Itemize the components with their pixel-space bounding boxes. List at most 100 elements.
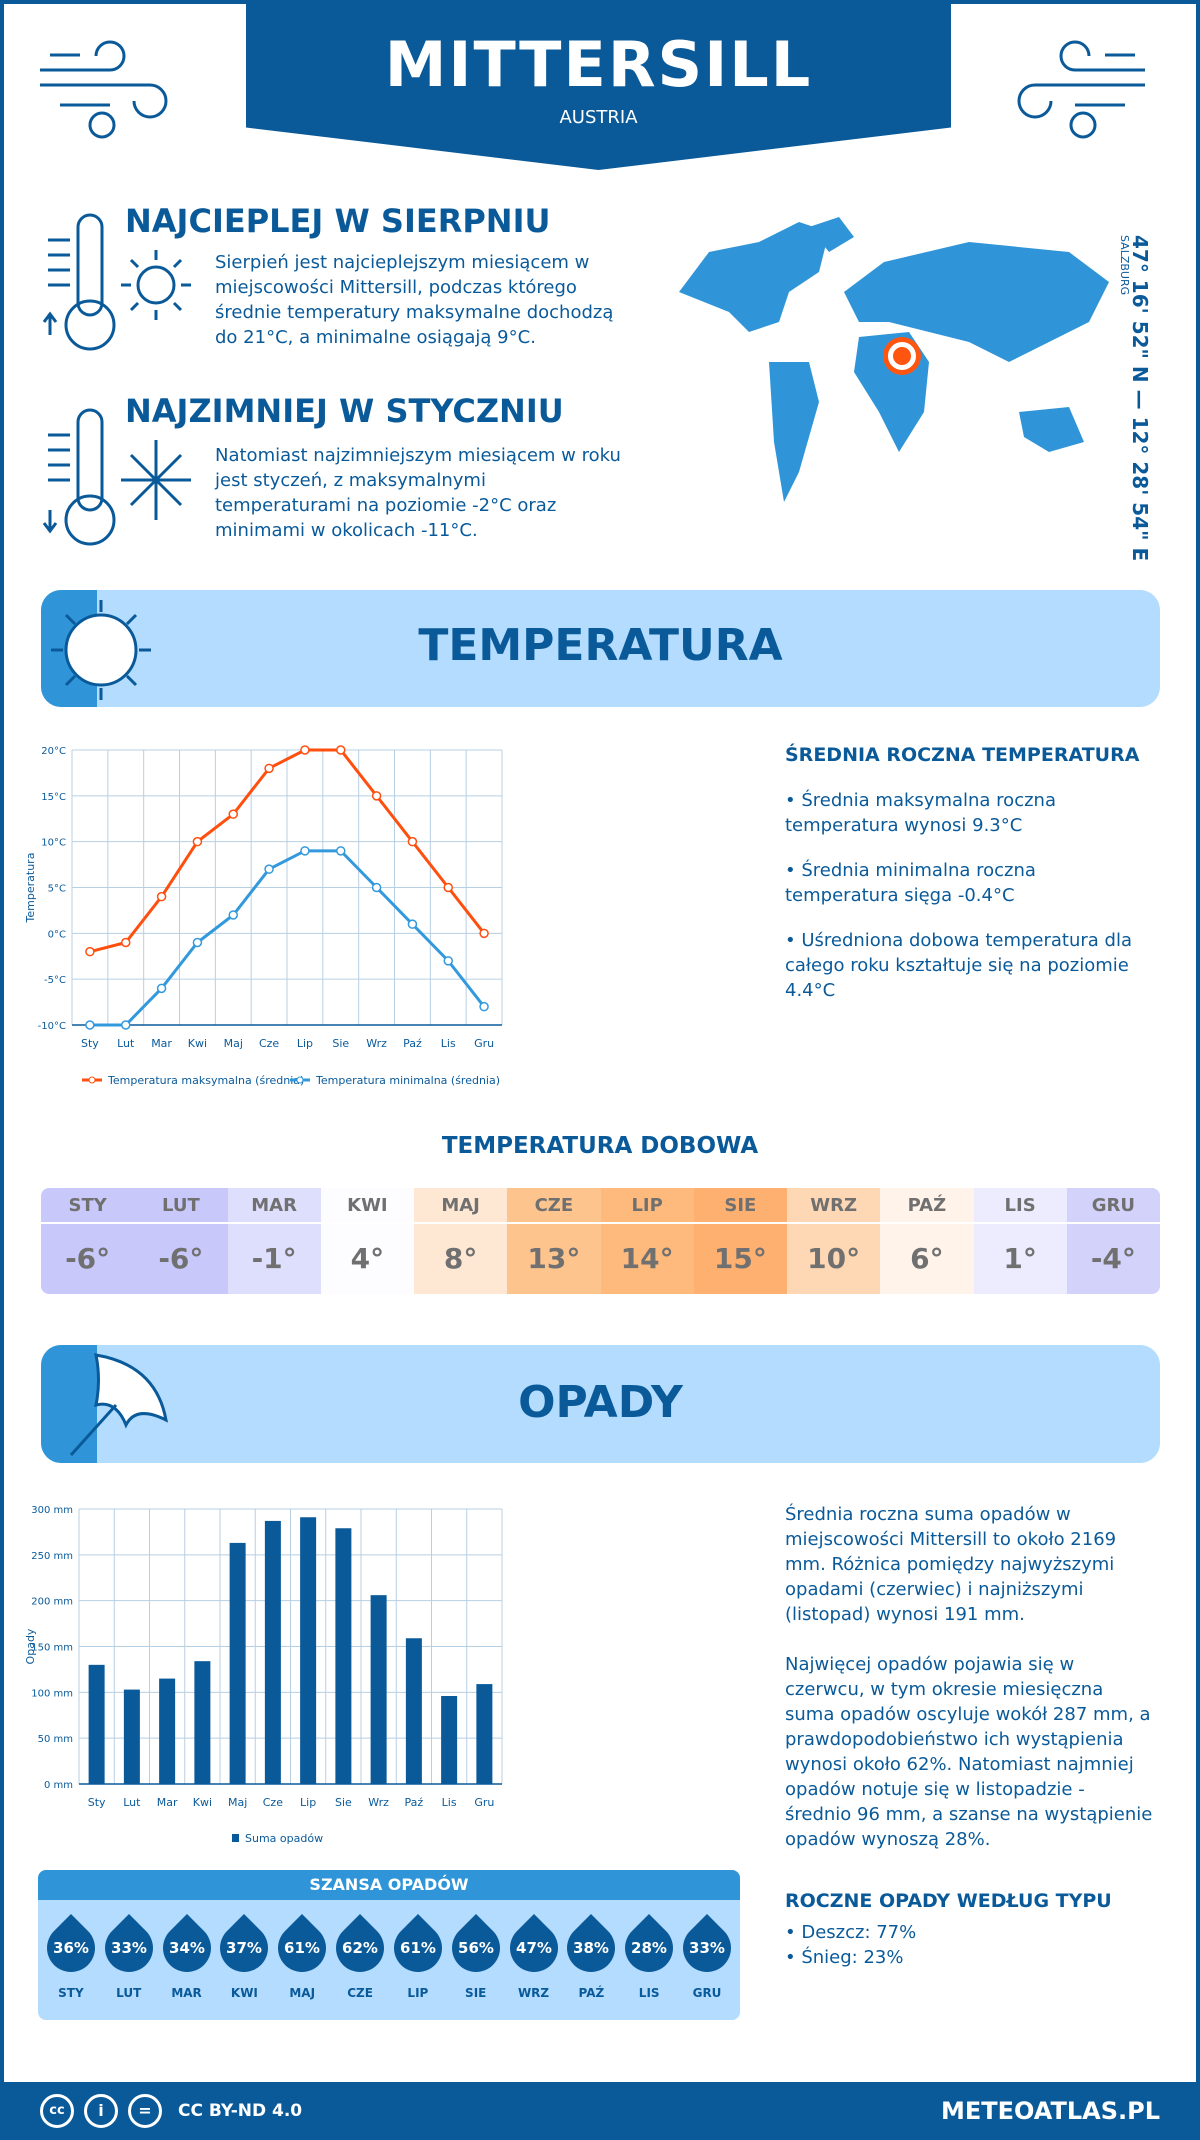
precip-text-2: Najwięcej opadów pojawia się w czerwcu, … bbox=[785, 1654, 1153, 1850]
bar bbox=[264, 1520, 281, 1784]
country-label: AUSTRIA bbox=[559, 107, 638, 128]
data-point bbox=[300, 846, 310, 856]
month-label: STY bbox=[41, 1188, 135, 1224]
bar bbox=[335, 1528, 352, 1784]
temp-bullet: • Średnia maksymalna roczna temperatura … bbox=[785, 790, 1056, 836]
raindrop-icon: 36% bbox=[38, 1914, 105, 1982]
data-point bbox=[85, 946, 95, 957]
cold-title: NAJZIMNIEJ W STYCZNIU bbox=[125, 392, 564, 430]
chance-value: 56% bbox=[457, 1939, 494, 1957]
x-tick-label: Kwi bbox=[188, 1037, 207, 1050]
month-label: STY bbox=[58, 1986, 84, 2000]
y-tick-label: 15°C bbox=[41, 792, 66, 803]
raindrop-icon: 37% bbox=[210, 1914, 279, 1982]
precip-chance-item: 56% SIE bbox=[441, 1910, 510, 2000]
data-point bbox=[264, 763, 274, 774]
temp-bullet: • Średnia minimalna roczna temperatura s… bbox=[785, 860, 1036, 906]
location-marker bbox=[888, 342, 916, 370]
precip-chance-item: 47% WRZ bbox=[499, 1910, 568, 2000]
data-point bbox=[192, 937, 203, 948]
month-label: SIE bbox=[693, 1188, 787, 1224]
temp-value: -1° bbox=[251, 1242, 297, 1275]
precip-chance-item: 61% LIP bbox=[383, 1910, 452, 2000]
y-tick-label: 150 mm bbox=[31, 1643, 73, 1654]
daily-temp-cell: SIE 15° bbox=[693, 1188, 787, 1294]
cold-text: Natomiast najzimniejszym miesiącem w rok… bbox=[215, 445, 621, 541]
temp-bullet: • Uśredniona dobowa temperatura dla całe… bbox=[785, 930, 1133, 1001]
chance-value: 62% bbox=[342, 1939, 378, 1957]
y-tick-label: 300 mm bbox=[31, 1505, 73, 1516]
temperature-chart: -10°C -5°C 0°C 5°C 10°C 15°C 20°C Sty Lut Mar Kwi M… bbox=[24, 745, 503, 1087]
month-label: PAŹ bbox=[578, 1986, 605, 2000]
legend-marker bbox=[296, 1076, 304, 1084]
precip-chance-panel: SZANSA OPADÓW 36% STY 33% LUT 34% MAR 37% KWI 61… bbox=[38, 1870, 740, 2020]
chance-value: 36% bbox=[52, 1939, 89, 1957]
chance-value: 33% bbox=[689, 1939, 725, 1957]
world-map bbox=[679, 217, 1109, 502]
raindrop-icon: 62% bbox=[326, 1914, 394, 1982]
precip-chance-item: 61% MAJ bbox=[268, 1910, 337, 2000]
month-label: WRZ bbox=[787, 1188, 881, 1224]
daily-temp-cell: STY -6° bbox=[41, 1188, 135, 1294]
chance-value: 28% bbox=[631, 1939, 668, 1957]
bar bbox=[88, 1664, 105, 1784]
raindrop-icon: 34% bbox=[152, 1914, 221, 1982]
month-label: LIS bbox=[638, 1986, 660, 2000]
data-point bbox=[336, 745, 346, 755]
bar bbox=[159, 1678, 176, 1784]
temperature-title: TEMPERATURA bbox=[418, 620, 783, 671]
x-tick-label: Cze bbox=[259, 1037, 279, 1050]
series-line bbox=[89, 748, 486, 954]
x-tick-label: Lip bbox=[297, 1037, 313, 1050]
daily-temp-cell: MAR -1° bbox=[227, 1188, 321, 1294]
wind-icon-left bbox=[40, 40, 168, 139]
data-point bbox=[407, 919, 418, 929]
hot-title: NAJCIEPLEJ W SIERPNIU bbox=[125, 202, 551, 240]
x-tick-label: Kwi bbox=[193, 1796, 212, 1809]
temp-value: 13° bbox=[527, 1242, 581, 1275]
precip-chance-item: 28% LIS bbox=[615, 1910, 684, 2000]
site-link[interactable]: METEOATLAS.PL bbox=[940, 2097, 1160, 2125]
bar bbox=[194, 1661, 211, 1784]
month-label: PAŹ bbox=[880, 1188, 974, 1224]
bar bbox=[476, 1684, 493, 1784]
temperature-summary: ŚREDNIA ROCZNA TEMPERATURA • Średnia mak… bbox=[785, 744, 1155, 1003]
x-tick-label: Sty bbox=[81, 1037, 99, 1050]
daily-temp-cell: WRZ 10° bbox=[787, 1188, 881, 1294]
daily-temp-cell: LUT -6° bbox=[134, 1188, 228, 1294]
daily-temp-cell: CZE 13° bbox=[507, 1188, 601, 1294]
chance-value: 34% bbox=[168, 1939, 205, 1957]
x-tick-label: Mar bbox=[157, 1796, 178, 1809]
x-tick-label: Maj bbox=[228, 1796, 247, 1809]
x-tick-label: Lut bbox=[123, 1796, 141, 1809]
coordinates: 47° 16' 52" N — 12° 28' 54" E bbox=[1128, 235, 1152, 562]
bar bbox=[405, 1638, 422, 1784]
temp-value: -4° bbox=[1090, 1242, 1136, 1275]
data-point bbox=[264, 864, 274, 874]
daily-temp-table: STY -6° LUT -6° MAR -1° KWI 4° MAJ 8° CZE 13° LIP 14°… bbox=[41, 1188, 1160, 1294]
precip-chance-item: 34% MAR bbox=[152, 1910, 221, 2000]
precip-type: ROCZNE OPADY WEDŁUG TYPU • Deszcz: 77% •… bbox=[785, 1890, 1112, 1970]
daily-temp-cell: LIS 1° bbox=[973, 1188, 1067, 1294]
precip-chance-title: SZANSA OPADÓW bbox=[38, 1870, 740, 1900]
chance-value: 33% bbox=[110, 1939, 147, 1957]
precip-type-snow: • Śnieg: 23% bbox=[785, 1947, 904, 1968]
x-tick-label: Lis bbox=[441, 1037, 456, 1050]
month-label: CZE bbox=[507, 1188, 601, 1224]
temp-value: 6° bbox=[910, 1242, 944, 1275]
chance-value: 47% bbox=[515, 1939, 552, 1957]
legend-label: Temperatura maksymalna (średnia) bbox=[107, 1074, 304, 1087]
precip-chance-item: 37% KWI bbox=[210, 1910, 279, 2000]
sun-icon-graphic bbox=[51, 600, 151, 700]
x-tick-label: Lip bbox=[300, 1796, 316, 1809]
precip-chance-item: 33% GRU bbox=[673, 1910, 740, 2000]
data-point bbox=[443, 956, 453, 966]
temperature-banner: TEMPERATURA bbox=[41, 590, 1160, 707]
data-point bbox=[192, 836, 203, 847]
precip-chance-item: 38% PAŹ bbox=[557, 1910, 626, 2000]
raindrop-icon: 28% bbox=[615, 1914, 684, 1982]
bar bbox=[123, 1689, 140, 1784]
temp-value: -6° bbox=[158, 1242, 204, 1275]
month-label: KWI bbox=[320, 1188, 414, 1224]
wind-icon-right bbox=[1017, 40, 1145, 139]
